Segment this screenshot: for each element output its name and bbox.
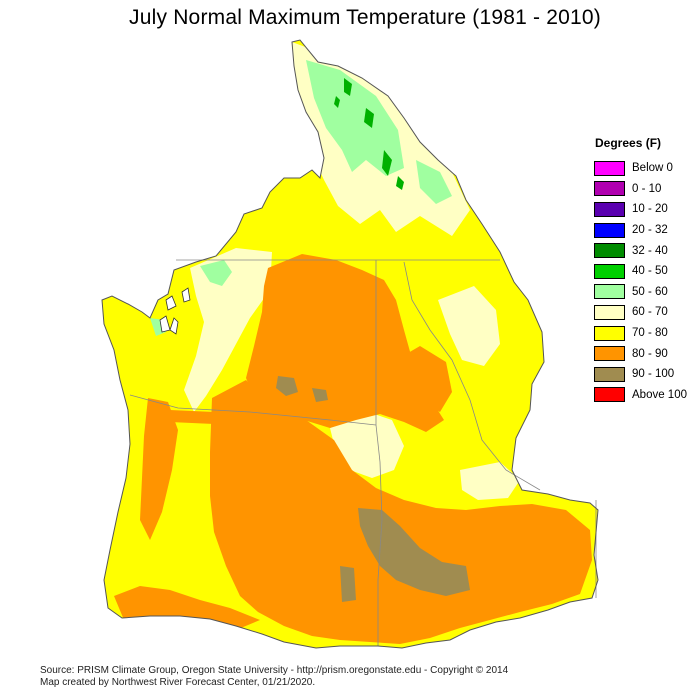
legend-item: 32 - 40: [594, 240, 698, 261]
legend-swatch: [594, 243, 625, 259]
orange-zone-snake: [396, 346, 452, 412]
island-1: [165, 295, 177, 311]
legend-item: Below 0: [594, 158, 698, 179]
basin-outline: [101, 39, 599, 649]
id-mt-border-line: [403, 261, 541, 491]
state-boundaries: [129, 259, 597, 646]
pale-zone-east: [438, 286, 500, 366]
green-zone-north-2: [416, 160, 452, 204]
legend-item: 40 - 50: [594, 261, 698, 282]
basin-shape: [102, 40, 598, 648]
legend-label: 80 - 90: [632, 347, 668, 360]
legend-swatch: [594, 222, 625, 238]
legend: Degrees (F) Below 0 0 - 10 10 - 20 20 - 32 3…: [594, 136, 698, 405]
legend-swatch: [594, 325, 625, 341]
legend-item: 80 - 90: [594, 343, 698, 364]
legend-label: 70 - 80: [632, 327, 668, 340]
island-4: [181, 287, 191, 303]
legend-swatch: [594, 346, 625, 362]
legend-item: 50 - 60: [594, 282, 698, 303]
legend-label: 10 - 20: [632, 203, 668, 216]
legend-swatch: [594, 304, 625, 320]
legend-label: Above 100: [632, 388, 687, 401]
tan-zone-basin: [276, 376, 356, 602]
green-zone-cascades: [150, 260, 232, 336]
legend-label: 50 - 60: [632, 285, 668, 298]
green-zone-north: [306, 60, 404, 176]
or-id-border-line: [375, 424, 383, 646]
legend-item: 70 - 80: [594, 323, 698, 344]
pale-zone-blue-mtns: [330, 412, 404, 478]
legend-label: 20 - 32: [632, 224, 668, 237]
legend-item: 90 - 100: [594, 364, 698, 385]
pale-zone-cascades: [184, 248, 272, 412]
footer: Source: PRISM Climate Group, Oregon Stat…: [40, 665, 508, 689]
legend-item: 10 - 20: [594, 199, 698, 220]
darkgreen-peaks: [334, 78, 404, 190]
legend-swatch: [594, 181, 625, 197]
legend-label: 0 - 10: [632, 182, 662, 195]
legend-label: 32 - 40: [632, 244, 668, 257]
legend-swatch: [594, 263, 625, 279]
legend-swatch: [594, 284, 625, 300]
orange-zone-river-corridor: [170, 410, 252, 430]
coastline-islands: [159, 287, 191, 335]
or-wa-border-line: [129, 394, 377, 426]
legend-swatch: [594, 366, 625, 382]
orange-zone-south: [210, 380, 592, 644]
legend-label: 60 - 70: [632, 306, 668, 319]
tan-zone-snake-plain: [358, 508, 470, 596]
orange-zone-willamette: [140, 398, 178, 540]
pale-zone-southeast: [460, 462, 520, 500]
legend-item: Above 100: [594, 385, 698, 406]
island-3: [169, 317, 179, 335]
legend-label: 90 - 100: [632, 368, 675, 381]
legend-item: 20 - 32: [594, 220, 698, 241]
legend-swatch: [594, 387, 625, 403]
legend-swatch: [594, 201, 625, 217]
credit-note: Map created by Northwest River Forecast …: [40, 677, 316, 688]
legend-title: Degrees (F): [595, 136, 662, 150]
legend-swatch: [594, 160, 625, 176]
legend-item: 60 - 70: [594, 302, 698, 323]
legend-label: 40 - 50: [632, 265, 668, 278]
legend-label: Below 0: [632, 162, 673, 175]
source-note: Source: PRISM Climate Group, Oregon Stat…: [40, 665, 509, 676]
map-title: July Normal Maximum Temperature (1981 - …: [129, 6, 601, 29]
legend-item: 0 - 10: [594, 179, 698, 200]
